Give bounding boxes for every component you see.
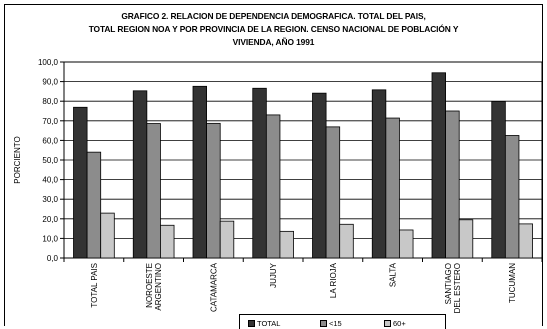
bar-15-salta <box>385 117 400 259</box>
bar-60-total-pais <box>100 212 115 259</box>
legend-swatch-60-plus <box>384 319 391 327</box>
bar-total-catamarca <box>192 85 208 259</box>
legend-label-under-15: <15 <box>329 318 342 328</box>
bar-total-salta <box>371 89 387 259</box>
chart-title-line-3: VIVIENDA, AÑO 1991 <box>232 37 315 47</box>
x-category-label: SANTIAGO <box>444 263 453 304</box>
bar-60-jujuy <box>279 230 294 259</box>
bar-15-santiago-del-estero <box>445 110 460 259</box>
bar-60-noroeste-argentino <box>160 224 175 259</box>
bar-60-santiago-del-estero <box>458 219 474 259</box>
y-tick-label: 60,0 <box>42 136 58 145</box>
y-tick-label: 10,0 <box>42 234 58 243</box>
y-tick-label: 80,0 <box>42 97 58 106</box>
bar-total-jujuy <box>252 87 267 259</box>
y-tick-label: 70,0 <box>42 117 58 126</box>
chart-legend: TOTAL <15 60+ <box>239 314 446 329</box>
bar-total-la-rioja <box>312 92 327 259</box>
x-category-label: ARGENTINO <box>154 263 163 311</box>
x-category-label: SALTA <box>389 262 398 287</box>
chart-title-line-1: GRAFICO 2. RELACION DE DEPENDENCIA DEMOG… <box>121 11 426 21</box>
bar-60-la-rioja <box>339 223 354 259</box>
y-axis-title: PORCIENTO <box>13 136 22 183</box>
bar-total-noroeste-argentino <box>132 90 148 259</box>
bar-15-catamarca <box>206 122 221 259</box>
y-tick-label: 20,0 <box>42 215 58 224</box>
y-tick-label: 0,0 <box>47 254 59 263</box>
bar-15-total-pais <box>86 151 102 259</box>
x-category-label: TUCUMAN <box>508 263 517 303</box>
legend-label-60-plus: 60+ <box>393 318 406 328</box>
legend-label-total: TOTAL <box>257 318 281 328</box>
bar-total-total-pais <box>73 106 88 259</box>
bar-15-noroeste-argentino <box>146 123 161 259</box>
legend-swatch-under-15 <box>320 319 327 327</box>
bar-15-tucuman <box>504 135 520 259</box>
y-tick-label: 90,0 <box>42 78 58 87</box>
bar-60-salta <box>399 229 414 259</box>
bar-total-santiago-del-estero <box>431 72 447 259</box>
y-tick-label: 50,0 <box>42 156 58 165</box>
legend-item-60-plus: 60+ <box>384 318 406 328</box>
y-tick-label: 40,0 <box>42 176 58 185</box>
legend-item-under-15: <15 <box>320 318 342 328</box>
bar-total-tucuman <box>491 100 506 259</box>
x-category-label: DEL ESTERO <box>453 263 462 313</box>
bar-60-tucuman <box>518 223 533 259</box>
chart-title-line-2: TOTAL REGION NOA Y POR PROVINCIA DE LA R… <box>88 24 459 34</box>
bar-15-la-rioja <box>325 126 341 259</box>
x-category-label: TOTAL PAIS <box>90 263 99 308</box>
bar-60-catamarca <box>219 220 235 259</box>
legend-item-total: TOTAL <box>248 318 280 328</box>
y-tick-label: 30,0 <box>42 195 58 204</box>
x-category-label: NOROESTE <box>145 263 154 308</box>
y-tick-label: 100,0 <box>38 58 59 67</box>
x-category-label: JUJUY <box>269 262 278 288</box>
bar-15-jujuy <box>265 114 281 259</box>
x-category-label: LA RIOJA <box>329 262 338 298</box>
x-category-label: CATAMARCA <box>209 262 218 312</box>
legend-swatch-total <box>248 319 255 327</box>
